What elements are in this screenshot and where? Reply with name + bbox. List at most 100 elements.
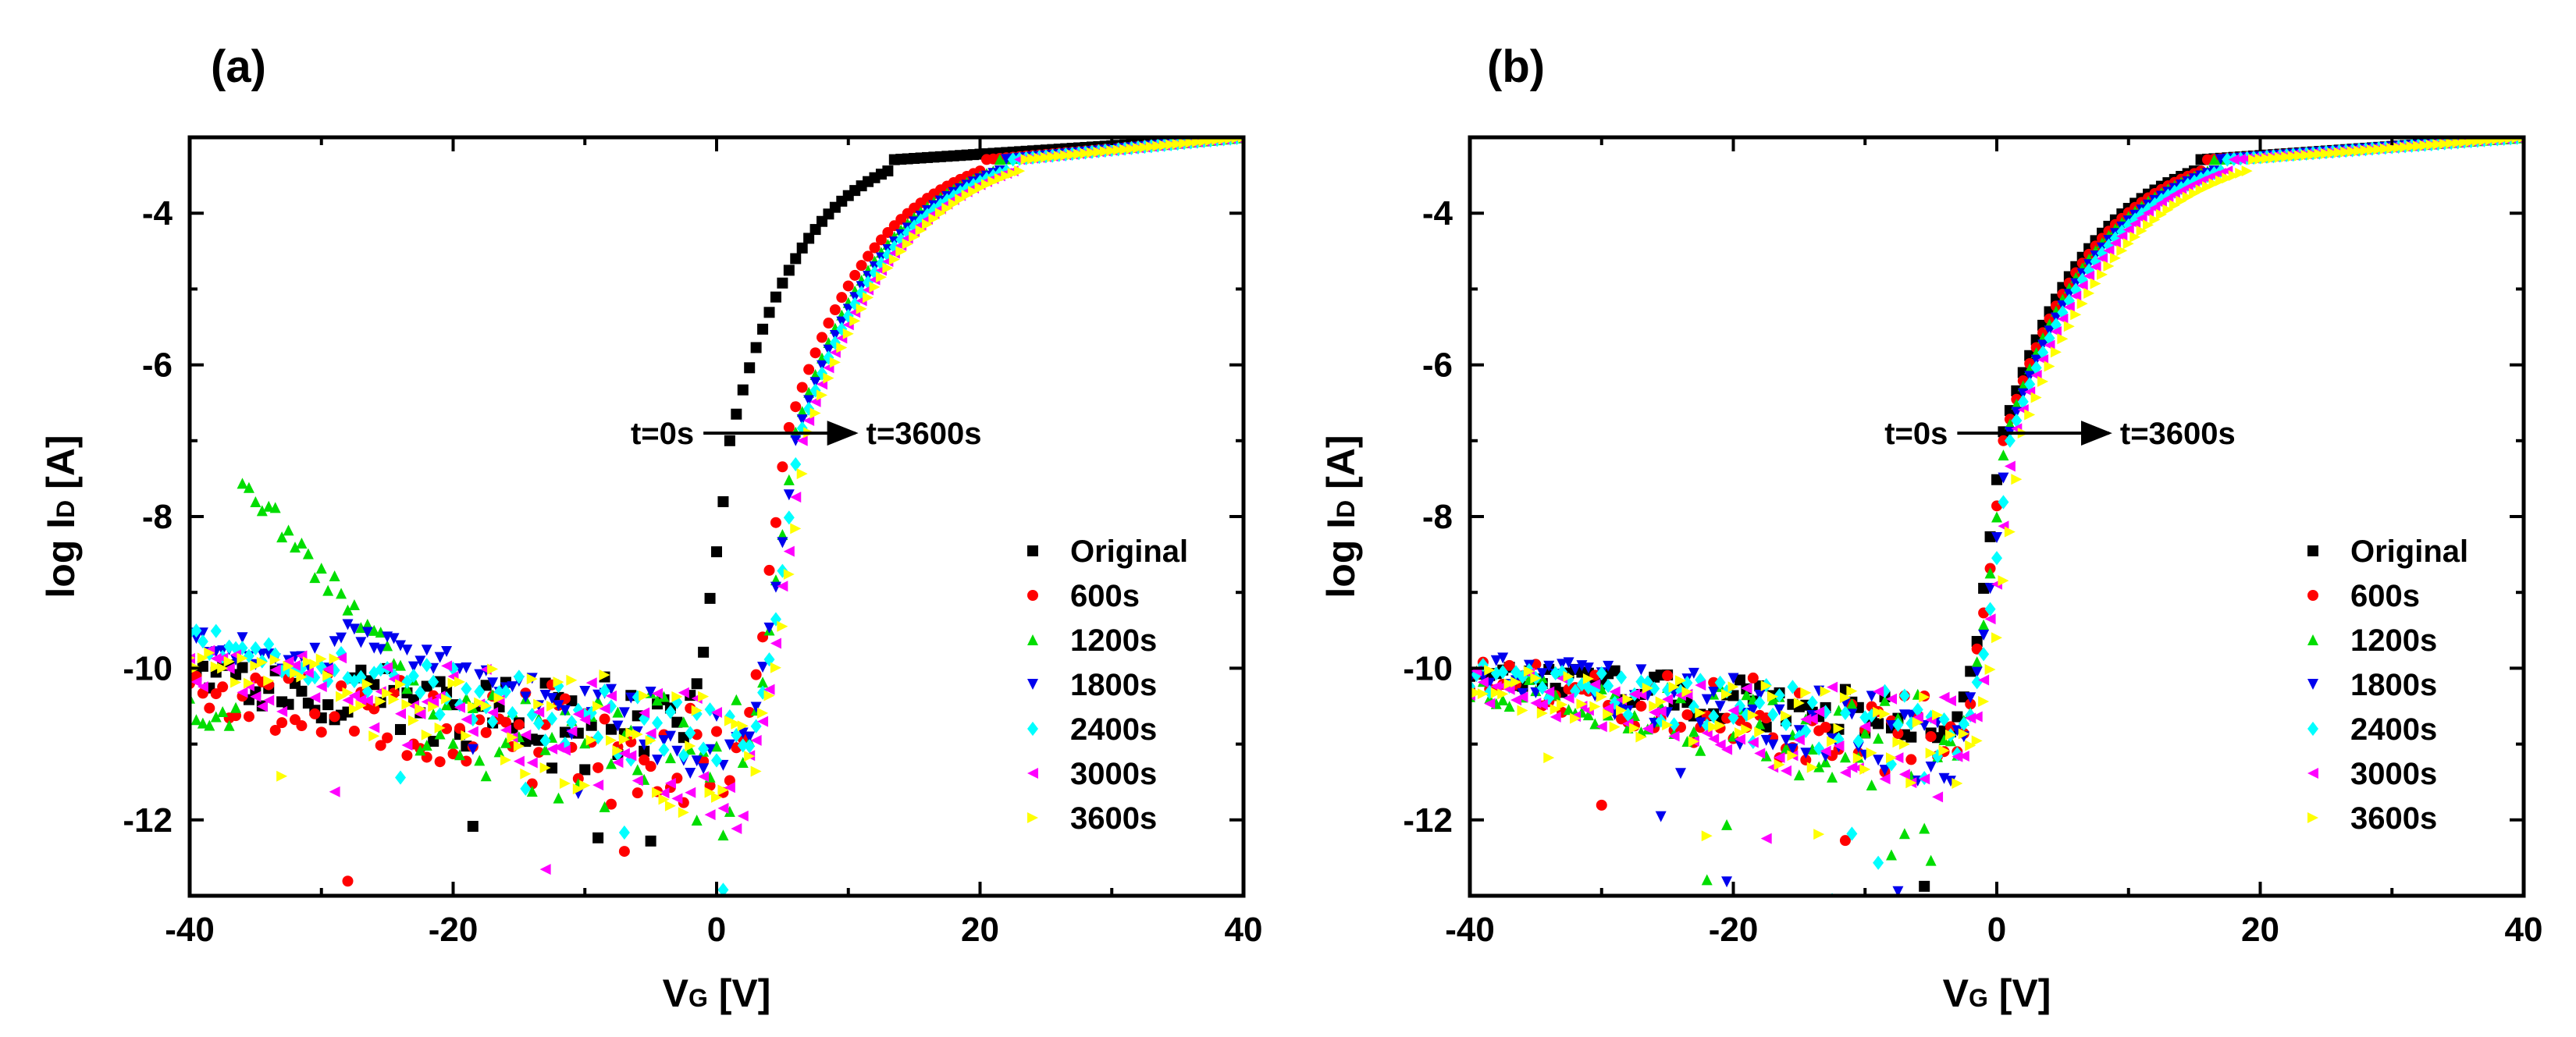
data-point bbox=[980, 179, 992, 190]
data-point bbox=[1721, 819, 1733, 830]
legend-marker bbox=[2307, 768, 2318, 779]
data-point bbox=[1866, 905, 1877, 916]
data-point bbox=[1708, 733, 1720, 744]
data-point bbox=[1754, 748, 1766, 759]
data-point bbox=[1971, 675, 1983, 690]
data-point bbox=[2169, 200, 2180, 211]
data-point bbox=[1984, 583, 1996, 595]
data-point bbox=[625, 750, 637, 762]
data-point bbox=[1833, 723, 1845, 734]
data-point bbox=[296, 538, 308, 549]
data-point bbox=[691, 815, 703, 826]
data-point bbox=[1734, 727, 1745, 739]
data-point bbox=[1734, 674, 1745, 686]
data-point bbox=[1892, 886, 1904, 896]
data-point bbox=[1721, 876, 1733, 888]
data-point bbox=[230, 641, 242, 655]
data-point bbox=[309, 692, 321, 704]
data-point bbox=[2373, 144, 2385, 155]
legend-marker bbox=[2307, 545, 2318, 556]
data-point bbox=[1806, 713, 1818, 725]
data-point bbox=[2076, 280, 2088, 292]
legend-marker bbox=[2307, 590, 2318, 601]
data-point bbox=[2366, 144, 2378, 155]
data-point bbox=[606, 690, 617, 701]
data-point bbox=[1741, 723, 1752, 735]
data-point bbox=[1984, 664, 1996, 676]
data-point bbox=[817, 389, 827, 401]
data-point bbox=[1866, 780, 1877, 791]
data-point bbox=[1635, 700, 1647, 712]
data-point bbox=[572, 702, 584, 717]
data-point bbox=[664, 777, 676, 789]
data-point bbox=[790, 492, 802, 503]
legend-label: 1800s bbox=[2350, 668, 2437, 702]
data-point bbox=[770, 517, 781, 528]
data-point bbox=[315, 726, 327, 738]
data-point bbox=[2254, 153, 2266, 165]
data-point bbox=[2097, 253, 2108, 265]
data-point bbox=[1747, 709, 1759, 721]
legend-label: 3000s bbox=[1070, 757, 1157, 791]
data-point bbox=[955, 194, 966, 205]
data-point bbox=[2044, 360, 2055, 372]
data-point bbox=[1642, 723, 1653, 734]
data-point bbox=[915, 225, 927, 236]
data-point bbox=[1774, 687, 1785, 703]
data-point bbox=[987, 176, 999, 187]
data-point bbox=[1774, 704, 1785, 716]
data-point bbox=[863, 292, 874, 304]
data-point bbox=[428, 701, 439, 712]
data-point bbox=[1503, 659, 1515, 671]
data-point bbox=[342, 694, 354, 706]
data-point bbox=[2241, 165, 2253, 177]
data-point bbox=[1767, 739, 1779, 751]
annotation-start-label: t=0s bbox=[631, 417, 694, 451]
data-point bbox=[1557, 664, 1568, 680]
data-point bbox=[1655, 705, 1667, 717]
data-point bbox=[968, 186, 980, 197]
data-point bbox=[1984, 613, 1996, 625]
data-point bbox=[711, 726, 722, 737]
data-point bbox=[875, 234, 887, 246]
data-point bbox=[1971, 666, 1983, 678]
data-point bbox=[296, 720, 308, 732]
legend-label: 2400s bbox=[1070, 712, 1157, 747]
data-point bbox=[731, 727, 742, 743]
data-point bbox=[599, 703, 610, 715]
data-point bbox=[704, 702, 716, 717]
data-point bbox=[1984, 567, 1996, 579]
data-point bbox=[1898, 769, 1910, 780]
data-point bbox=[1866, 747, 1877, 758]
data-point bbox=[639, 690, 650, 701]
data-point bbox=[1925, 854, 1937, 866]
data-point bbox=[606, 723, 617, 735]
data-point bbox=[2222, 172, 2233, 184]
data-point bbox=[691, 678, 703, 690]
data-point bbox=[361, 678, 373, 690]
data-point bbox=[348, 690, 360, 701]
data-point bbox=[2439, 138, 2450, 150]
data-point bbox=[566, 715, 578, 730]
data-point bbox=[1530, 673, 1542, 684]
legend-marker bbox=[1027, 679, 1038, 690]
data-point bbox=[441, 660, 453, 672]
data-point bbox=[2228, 169, 2240, 181]
data-point bbox=[2057, 333, 2069, 345]
y-tick-label: -8 bbox=[1422, 498, 1453, 536]
data-point bbox=[566, 726, 578, 737]
data-point bbox=[1530, 687, 1542, 698]
data-point bbox=[1991, 551, 2002, 566]
legend: Original 600s 1200s 1800s 2400s 3000s 3600s bbox=[2307, 534, 2468, 836]
data-point bbox=[1852, 752, 1864, 764]
data-point bbox=[744, 751, 756, 762]
data-point bbox=[1727, 681, 1739, 693]
data-point bbox=[382, 732, 393, 744]
data-point bbox=[829, 329, 841, 341]
data-point bbox=[283, 655, 294, 667]
data-point bbox=[763, 564, 775, 576]
data-point bbox=[842, 280, 854, 292]
data-point bbox=[467, 701, 479, 712]
x-tick-label: 40 bbox=[1225, 911, 1263, 949]
data-point bbox=[1662, 719, 1674, 731]
